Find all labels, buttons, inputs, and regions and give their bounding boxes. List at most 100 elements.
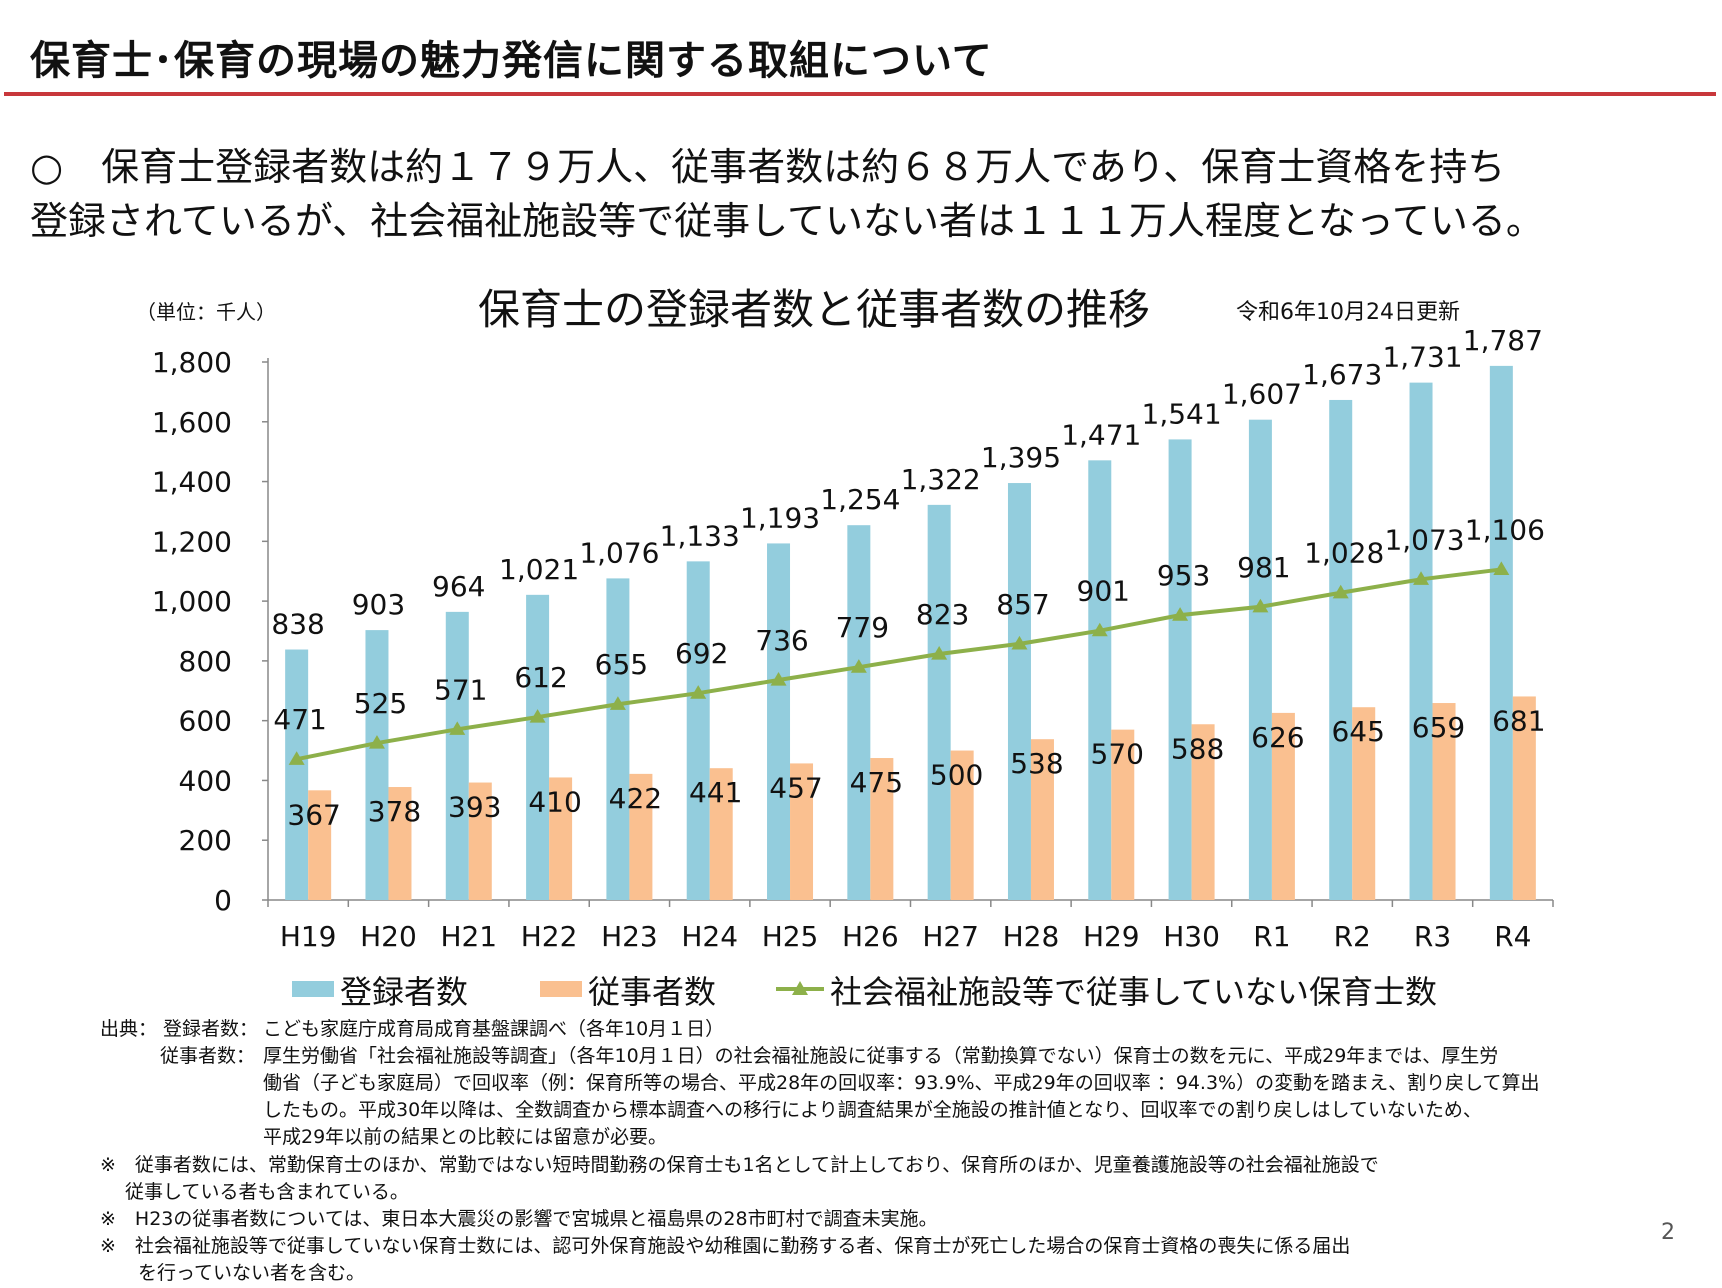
x-tick-label: H19 [280,920,337,953]
x-tick-label: H21 [440,920,497,953]
legend-marker-not-employed [792,981,808,995]
source-registered-label: 登録者数： [163,1018,259,1040]
x-tick-label: R4 [1494,920,1531,953]
source-employed-line-4: 平成29年以前の結果との比較には留意が必要。 [263,1126,667,1148]
bar-employed [950,750,974,900]
data-label-employed: 681 [1492,704,1545,737]
data-label-employed: 475 [850,766,903,799]
x-tick-label: H23 [601,920,658,953]
bar-registered [767,543,791,900]
data-label-not-employed: 981 [1237,551,1290,584]
chart: 0 200 400 600 800 1,000 1,200 1,400 1,600 1,800 H1… [152,324,1554,1010]
data-label-not-employed: 1,106 [1465,513,1545,546]
x-tick-label: H30 [1163,920,1220,953]
legend-label-registered: 登録者数 [340,973,468,1010]
bar-employed [709,768,733,900]
bar-registered [1007,483,1031,900]
legend-swatch-employed [540,981,582,997]
bar-registered [365,630,389,900]
data-label-registered: 1,471 [1061,418,1141,451]
y-tick-label: 1,000 [152,585,232,618]
data-label-not-employed: 857 [996,588,1049,621]
x-tick-label: H28 [1003,920,1060,953]
data-label-registered: 1,076 [579,536,659,569]
y-tick-label: 1,400 [152,466,232,499]
bar-registered [1168,439,1192,900]
x-tick-label: H22 [521,920,578,953]
line-marker [609,696,626,710]
source-heading: 出典： [100,1018,158,1040]
data-label-employed: 659 [1412,711,1465,744]
bar-employed [629,773,653,900]
data-label-registered: 1,021 [499,553,579,586]
bar-registered [1489,365,1513,900]
line-marker [1332,584,1349,599]
line-marker [850,659,867,673]
bar-employed [1271,712,1295,900]
data-label-employed: 422 [609,782,662,815]
line-marker [931,646,948,660]
source-employed-line-2: 働省（子ども家庭局）で回収率（例：保育所等の場合、平成28年の回収率：93.9%… [263,1072,1540,1094]
y-tick-label: 1,600 [152,406,232,439]
data-label-not-employed: 823 [916,598,969,631]
data-label-not-employed: 692 [675,637,728,670]
bar-registered [1088,460,1112,900]
data-label-employed: 367 [287,798,340,831]
data-label-not-employed: 953 [1157,559,1210,592]
data-label-registered: 903 [352,588,405,621]
legend-swatch-registered [292,981,334,997]
x-tick-label: R3 [1414,920,1451,953]
data-label-employed: 500 [930,759,983,792]
x-tick-label: R2 [1334,920,1371,953]
summary-text: ○ 保育士登録者数は約１７９万人、従事者数は約６８万人であり、保育士資格を持ち … [30,140,1700,248]
y-tick-label: 400 [179,764,232,797]
data-label-registered: 1,541 [1142,397,1222,430]
y-tick-label: 0 [214,884,232,917]
data-label-not-employed: 612 [514,661,567,694]
bar-registered [445,611,469,900]
page-title: 保育士･保育の現場の魅力発信に関する取組について [30,38,993,84]
bar-employed [468,782,492,900]
data-label-employed: 457 [769,771,822,804]
line-marker [1091,622,1108,637]
source-employed-line-1: 厚生労働省「社会福祉施設等調査」（各年10月１日）の社会福祉施設に従事する（常勤… [263,1045,1499,1067]
line-marker [770,672,787,686]
data-label-registered: 1,254 [820,483,900,516]
data-label-employed: 645 [1331,715,1384,748]
legend-label-not-employed: 社会福祉施設等で従事していない保育士数 [830,973,1437,1010]
data-label-not-employed: 779 [836,611,889,644]
data-label-employed: 588 [1171,732,1224,765]
bar-employed [790,763,814,900]
bar-registered [285,649,309,900]
data-label-not-employed: 655 [595,648,648,681]
line-marker [529,709,546,723]
bar-registered [526,594,550,900]
note-3: ※ 社会福祉施設等で従事していない保育士数には、認可外保育施設や幼稚園に勤務する… [100,1235,1351,1257]
chart-title: 保育士の登録者数と従事者数の推移 [478,285,1151,334]
data-label-registered: 1,133 [660,519,740,552]
data-label-employed: 538 [1010,747,1063,780]
update-date: 令和6年10月24日更新 [1236,300,1460,325]
bar-employed [1352,707,1376,900]
x-tick-label: H27 [922,920,979,953]
line-marker [1011,635,1028,650]
data-label-registered: 964 [432,570,485,603]
data-label-not-employed: 525 [354,687,407,720]
data-label-employed: 570 [1091,738,1144,771]
bar-employed [308,790,332,900]
y-tick-label: 1,800 [152,346,232,379]
data-label-registered: 1,395 [981,441,1061,474]
summary-line-1: ○ 保育士登録者数は約１７９万人、従事者数は約６８万人であり、保育士資格を持ち [30,145,1506,189]
line-marker [1252,598,1269,613]
data-label-employed: 441 [689,776,742,809]
data-label-employed: 393 [448,791,501,824]
data-label-registered: 1,607 [1222,378,1302,411]
x-tick-label: H26 [842,920,899,953]
data-label-employed: 378 [368,795,421,828]
bar-employed [549,777,573,900]
bar-employed [1030,739,1054,900]
bar-employed [1191,724,1215,900]
y-tick-label: 200 [179,824,232,857]
unit-label: （単位：千人） [136,300,276,324]
data-label-not-employed: 1,028 [1304,537,1384,570]
